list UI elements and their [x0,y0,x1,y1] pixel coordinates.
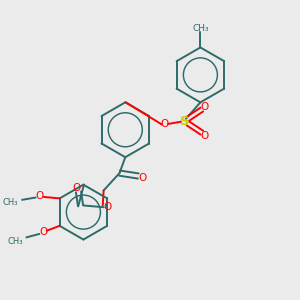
Text: O: O [160,119,168,129]
Text: S: S [180,115,189,128]
Text: O: O [35,191,44,201]
Text: CH₃: CH₃ [192,24,209,33]
Text: CH₃: CH₃ [7,237,23,246]
Text: O: O [201,102,209,112]
Text: O: O [103,202,112,212]
Text: O: O [72,183,80,193]
Text: O: O [139,173,147,183]
Text: O: O [201,130,209,141]
Text: O: O [39,227,47,238]
Text: CH₃: CH₃ [2,198,18,207]
